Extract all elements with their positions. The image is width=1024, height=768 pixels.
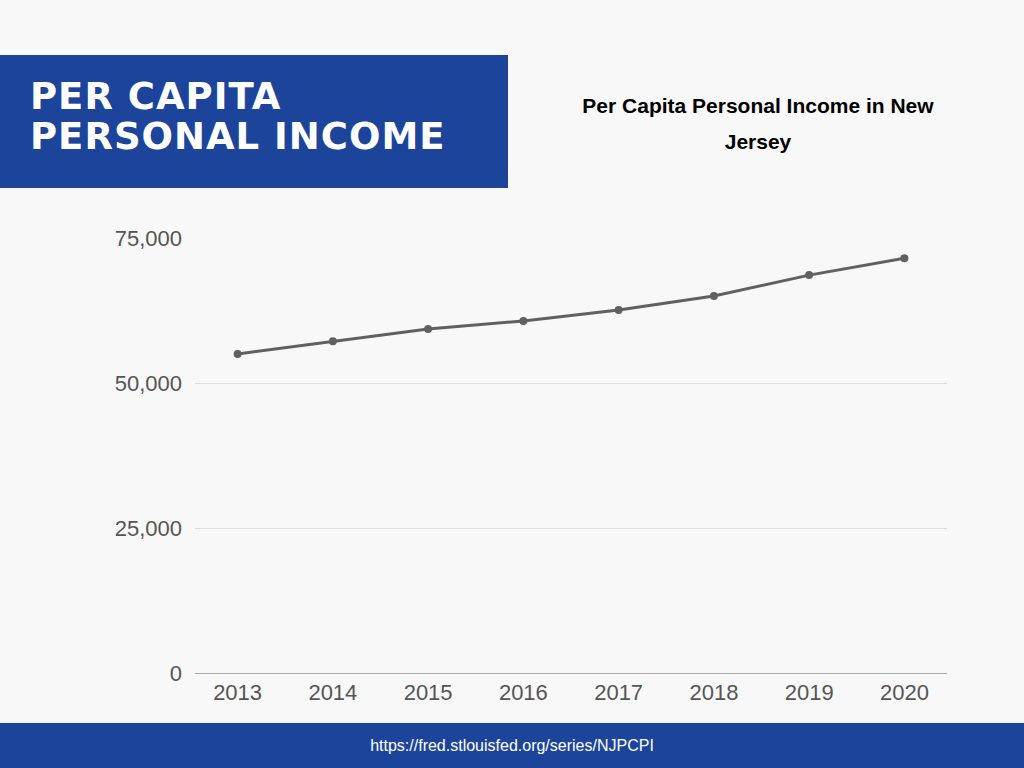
svg-text:2015: 2015 xyxy=(404,680,453,705)
svg-text:2014: 2014 xyxy=(308,680,357,705)
html-text:PERSONAL INCOME: PERSONAL INCOME xyxy=(30,115,446,158)
svg-text:2013: 2013 xyxy=(213,680,262,705)
svg-text:2016: 2016 xyxy=(499,680,548,705)
svg-text:2020: 2020 xyxy=(880,680,929,705)
html-text:PER CAPITA: PER CAPITA xyxy=(30,75,282,118)
svg-text:25,000: 25,000 xyxy=(115,516,182,541)
svg-text:2017: 2017 xyxy=(594,680,643,705)
svg-text:0: 0 xyxy=(170,661,182,686)
svg-text:50,000: 50,000 xyxy=(115,371,182,396)
html-text:Per Capita Personal Income in: Per Capita Personal Income in New Jersey xyxy=(582,94,934,153)
svg-text:2019: 2019 xyxy=(785,680,834,705)
svg-text:75,000: 75,000 xyxy=(115,226,182,251)
svg-text:2018: 2018 xyxy=(689,680,738,705)
html-text:https://fred.stlouisfed.org/se: https://fred.stlouisfed.org/series/NJPCP… xyxy=(370,737,654,754)
